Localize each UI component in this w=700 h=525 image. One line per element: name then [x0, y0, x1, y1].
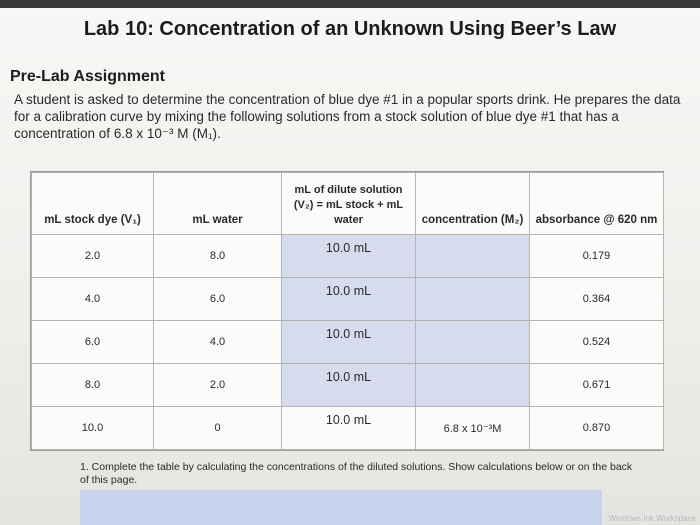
- table-header-row: mL stock dye (V₁) mL water mL of dilute …: [31, 172, 664, 235]
- cell-absorbance: 0.870: [529, 406, 664, 450]
- page-title: Lab 10: Concentration of an Unknown Usin…: [83, 18, 617, 40]
- cell-volume[interactable]: 10.0 mL: [281, 277, 416, 321]
- cell-water: 8.0: [153, 234, 282, 278]
- cell-stock: 10.0: [31, 406, 154, 450]
- question-text: 1. Complete the table by calculating the…: [80, 461, 633, 486]
- answer-input-area[interactable]: [80, 490, 602, 525]
- cell-absorbance: 0.179: [529, 234, 664, 278]
- cell-water: 4.0: [153, 320, 282, 364]
- header-ml-stock: mL stock dye (V₁): [31, 172, 154, 235]
- cell-water: 2.0: [153, 363, 282, 407]
- cell-volume[interactable]: 10.0 mL: [281, 320, 416, 364]
- table-row: 6.0 4.0 10.0 mL 0.524: [31, 320, 664, 364]
- dilution-table-container: mL stock dye (V₁) mL water mL of dilute …: [30, 171, 664, 451]
- header-ml-water: mL water: [153, 172, 282, 235]
- cell-concentration[interactable]: [415, 363, 530, 407]
- cell-volume[interactable]: 10.0 mL: [281, 234, 416, 278]
- cell-volume[interactable]: 10.0 mL: [281, 363, 416, 407]
- cell-concentration: 6.8 x 10⁻³M: [415, 406, 530, 450]
- intro-paragraph: A student is asked to determine the conc…: [14, 92, 681, 141]
- cell-concentration[interactable]: [415, 320, 530, 364]
- cell-water: 6.0: [153, 277, 282, 321]
- header-concentration: concentration (M₂): [415, 172, 530, 235]
- table-row: 2.0 8.0 10.0 mL 0.179: [31, 234, 664, 278]
- worksheet-page: Lab 10: Concentration of an Unknown Usin…: [0, 8, 700, 525]
- cell-concentration[interactable]: [415, 234, 530, 278]
- cell-volume: 10.0 mL: [281, 406, 416, 450]
- cell-concentration[interactable]: [415, 277, 530, 321]
- ink-workspace-watermark: Windows Ink Workspace: [608, 514, 696, 523]
- cell-stock: 4.0: [31, 277, 154, 321]
- section-heading: Pre-Lab Assignment: [10, 68, 165, 85]
- dilution-table: mL stock dye (V₁) mL water mL of dilute …: [31, 172, 664, 450]
- cell-absorbance: 0.671: [529, 363, 664, 407]
- cell-absorbance: 0.364: [529, 277, 664, 321]
- table-row: 10.0 0 10.0 mL 6.8 x 10⁻³M 0.870: [31, 406, 664, 450]
- table-row: 8.0 2.0 10.0 mL 0.671: [31, 363, 664, 407]
- table-row: 4.0 6.0 10.0 mL 0.364: [31, 277, 664, 321]
- cell-absorbance: 0.524: [529, 320, 664, 364]
- header-dilute-volume: mL of dilute solution (V₂) = mL stock + …: [281, 172, 416, 235]
- top-bar: [0, 0, 700, 10]
- cell-stock: 2.0: [31, 234, 154, 278]
- cell-stock: 8.0: [31, 363, 154, 407]
- cell-stock: 6.0: [31, 320, 154, 364]
- header-absorbance: absorbance @ 620 nm: [529, 172, 664, 235]
- cell-water: 0: [153, 406, 282, 450]
